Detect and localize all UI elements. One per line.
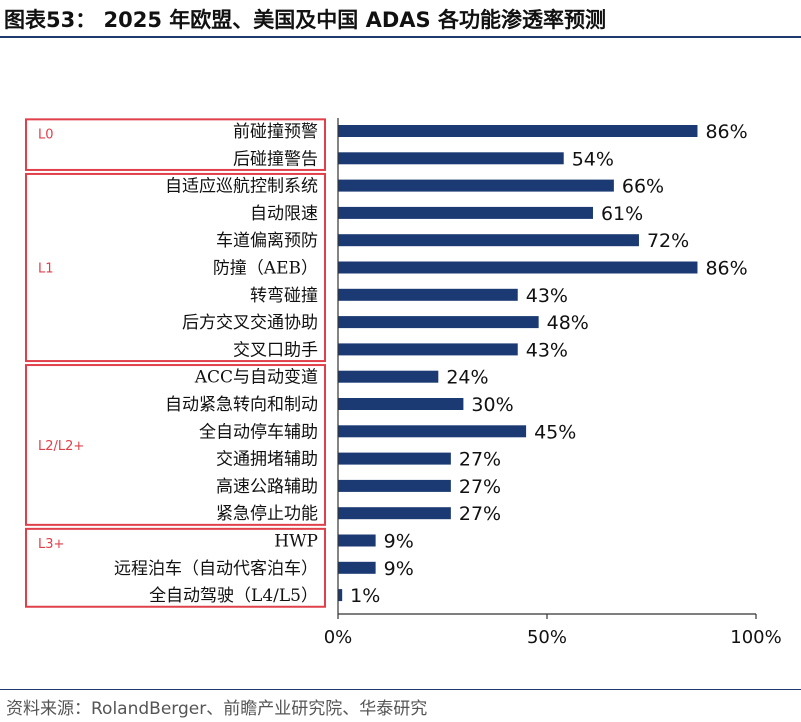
group-label: L3+ xyxy=(38,537,64,552)
data-label: 24% xyxy=(446,367,488,389)
data-label: 1% xyxy=(350,585,380,607)
data-label: 86% xyxy=(705,258,747,280)
x-axis: 0% 50% 100% xyxy=(324,118,782,648)
data-label: 72% xyxy=(647,230,689,252)
data-label: 27% xyxy=(459,503,501,525)
category-label: ACC与自动变道 xyxy=(194,368,318,388)
category-label: 交通拥堵辅助 xyxy=(216,450,318,470)
bar xyxy=(338,288,518,301)
bar xyxy=(338,343,518,356)
category-label: 后方交叉交通协助 xyxy=(182,313,318,333)
bar xyxy=(338,452,451,465)
data-label: 86% xyxy=(705,121,747,143)
bar xyxy=(338,234,639,247)
bar xyxy=(338,589,343,602)
data-label: 27% xyxy=(459,476,501,498)
bar xyxy=(338,316,539,329)
data-label: 27% xyxy=(459,449,501,471)
data-label: 45% xyxy=(534,421,576,443)
category-label: 前碰撞预警 xyxy=(233,122,318,142)
category-label: 转弯碰撞 xyxy=(250,286,318,306)
group-box-l2-l2- xyxy=(25,364,326,526)
data-label: 43% xyxy=(526,285,568,307)
category-label: 紧急停止功能 xyxy=(216,504,318,524)
category-label: HWP xyxy=(274,532,318,552)
group-label: L1 xyxy=(38,262,54,277)
group-box-l1 xyxy=(25,172,326,363)
bar xyxy=(338,534,376,547)
bar xyxy=(338,479,451,492)
bar xyxy=(338,398,464,410)
bar xyxy=(338,206,593,219)
data-label: 9% xyxy=(384,531,414,553)
data-label: 66% xyxy=(622,176,664,198)
bar xyxy=(338,561,376,574)
data-label: 48% xyxy=(547,312,589,334)
data-label: 9% xyxy=(384,558,414,580)
category-label: 交叉口助手 xyxy=(233,340,318,360)
footer-rule xyxy=(0,689,801,690)
group-box-l0 xyxy=(25,118,326,171)
header-rule xyxy=(0,36,801,38)
category-label: 自适应巡航控制系统 xyxy=(165,177,318,197)
category-label: 全自动驾驶（L4/L5） xyxy=(149,586,318,606)
category-label: 车道偏离预防 xyxy=(216,231,318,251)
category-label: 后碰撞警告 xyxy=(233,149,318,169)
category-label: 全自动停车辅助 xyxy=(199,422,318,442)
data-label: 54% xyxy=(572,148,614,170)
data-label: 30% xyxy=(471,394,513,416)
source-note: 资料来源：RolandBerger、前瞻产业研究院、华泰研究 xyxy=(6,699,428,719)
category-label: 远程泊车（自动代客泊车） xyxy=(114,559,318,579)
bar xyxy=(338,261,698,274)
bar xyxy=(338,425,527,438)
bar xyxy=(338,507,451,520)
bar xyxy=(338,152,564,165)
group-boxes: L0 L1 L2/L2+ L3+ xyxy=(25,118,326,608)
x-tick-label: 0% xyxy=(324,627,353,648)
category-label: 自动紧急转向和制动 xyxy=(165,395,318,415)
data-label: 61% xyxy=(601,203,643,225)
bars xyxy=(338,125,698,602)
data-label: 43% xyxy=(526,339,568,361)
category-label: 高速公路辅助 xyxy=(216,477,318,497)
group-box-l3- xyxy=(25,527,326,608)
x-tick-label: 100% xyxy=(730,627,781,648)
bar xyxy=(338,179,614,192)
category-label: 自动限速 xyxy=(250,204,318,224)
x-tick-label: 50% xyxy=(527,627,567,648)
group-label: L2/L2+ xyxy=(38,439,84,454)
figure-title: 图表53： 2025 年欧盟、美国及中国 ADAS 各功能渗透率预测 xyxy=(4,8,606,32)
figure-header: 图表53： 2025 年欧盟、美国及中国 ADAS 各功能渗透率预测 xyxy=(0,0,801,34)
bar xyxy=(338,125,698,137)
category-label: 防撞（AEB） xyxy=(213,259,318,279)
bar xyxy=(338,370,439,383)
group-label: L0 xyxy=(38,127,54,142)
value-labels: 86% 54% 66% 61%72% 86% 43% 48% 43% 24% 30% 45% 27% 2… xyxy=(350,121,748,607)
